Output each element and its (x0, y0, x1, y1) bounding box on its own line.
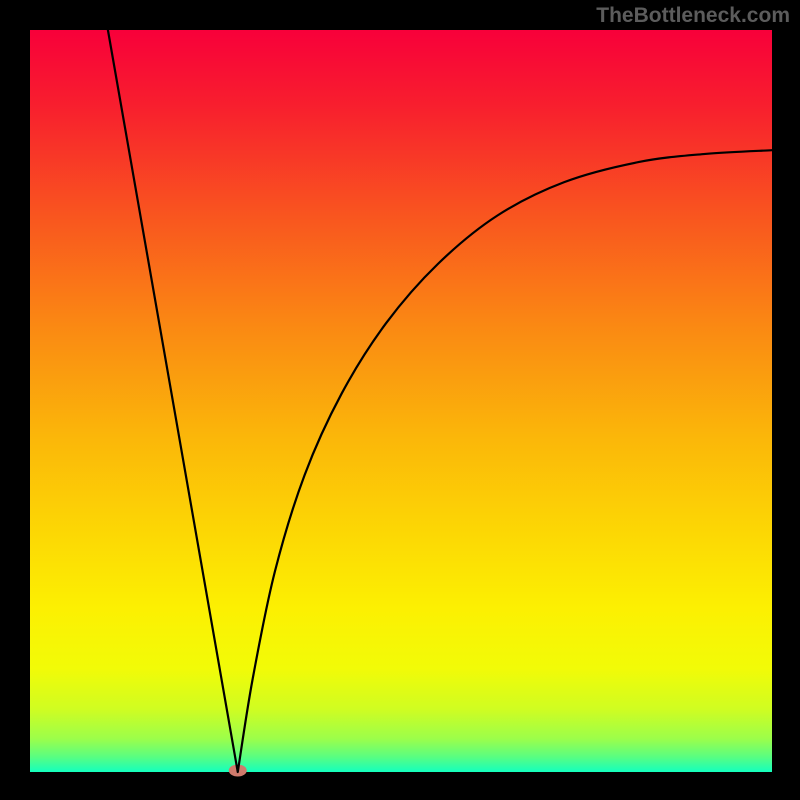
plot-area (30, 30, 772, 772)
watermark-text: TheBottleneck.com (596, 4, 790, 28)
chart-root: TheBottleneck.com (0, 0, 800, 800)
chart-svg (0, 0, 800, 800)
